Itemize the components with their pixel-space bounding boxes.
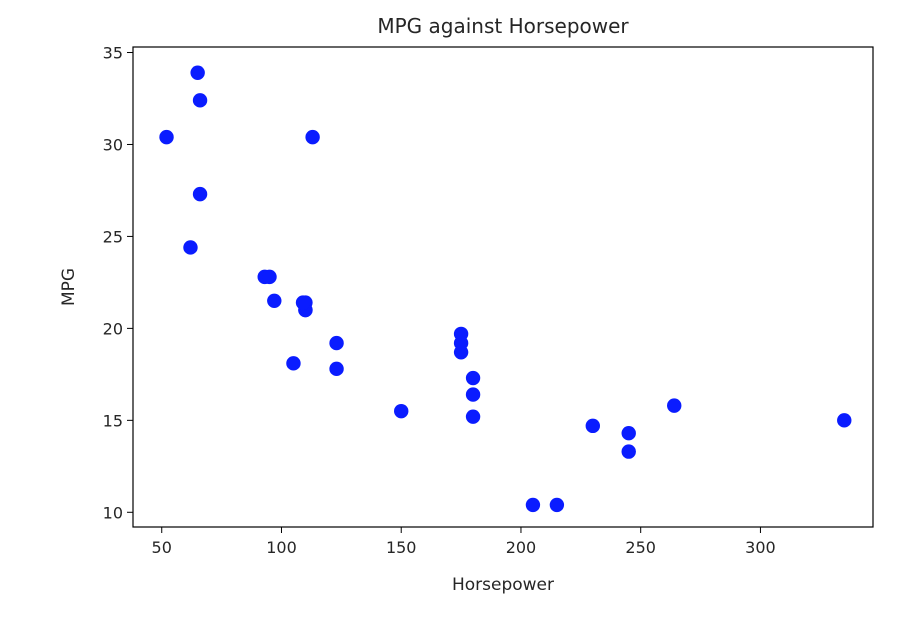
x-tick-label: 250 [625, 538, 656, 557]
scatter-point [192, 186, 208, 202]
y-tick-label: 15 [103, 411, 123, 430]
axis-ticks: 50 100 150 200 250 300 10 15 20 25 30 35 [103, 44, 776, 557]
y-tick-label: 10 [103, 503, 123, 522]
scatter-point [621, 444, 636, 459]
y-tick-label: 20 [103, 319, 123, 338]
y-tick-label: 35 [103, 44, 123, 63]
scatter-point [267, 293, 282, 308]
scatter-point [183, 240, 198, 255]
x-axis-title: Horsepower [452, 575, 554, 595]
x-tick-label: 100 [266, 538, 297, 557]
scatter-point [549, 497, 565, 513]
scatter-point [465, 387, 481, 402]
scatter-point [465, 370, 481, 386]
scatter-point [192, 93, 208, 108]
scatter-point [453, 326, 469, 342]
scatter-point [329, 335, 344, 351]
scatter-point [667, 398, 682, 413]
scatter-point [837, 413, 852, 428]
scatter-point [262, 269, 277, 285]
plot-area-frame [132, 46, 874, 528]
x-tick-label: 150 [386, 538, 417, 557]
scatter-point [159, 129, 174, 145]
scatter-point [394, 403, 409, 419]
scatter-point [286, 356, 301, 371]
scatter-point [585, 418, 601, 434]
scatter-point [525, 497, 541, 513]
y-tick-label: 30 [103, 135, 123, 154]
x-tick-label: 200 [506, 538, 537, 557]
scatter-point [190, 65, 205, 80]
x-tick-label: 50 [152, 538, 172, 557]
x-tick-label: 300 [745, 538, 776, 557]
scatter-point [329, 361, 344, 377]
data-points [159, 65, 852, 513]
scatter-point [295, 295, 311, 310]
y-tick-label: 25 [103, 227, 123, 246]
scatter-point [305, 129, 320, 145]
y-axis-title: MPG [59, 268, 79, 306]
scatter-point [465, 409, 481, 424]
chart-title: MPG against Horsepower [377, 14, 629, 38]
scatter-point [621, 426, 636, 441]
